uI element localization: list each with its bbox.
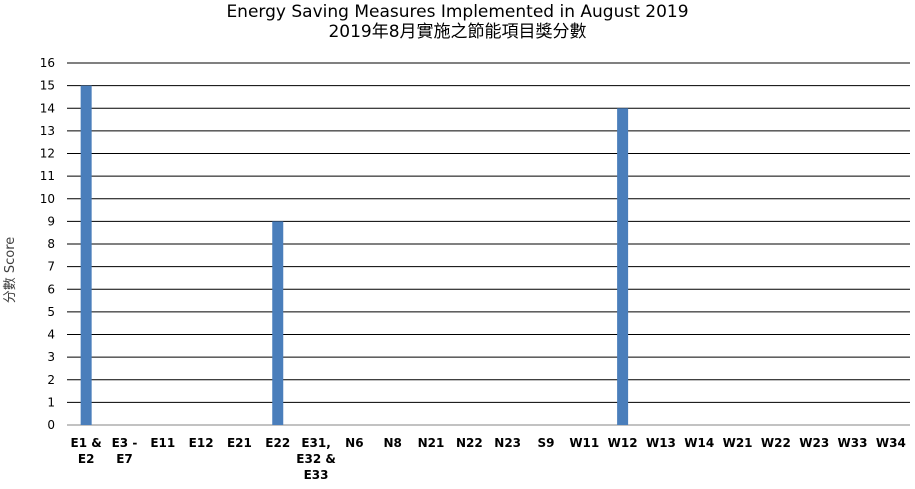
y-tick-label: 8 [47,237,55,251]
x-tick-label: W23 [799,436,829,450]
x-tick-label: N21 [418,436,445,450]
x-tick-label: N22 [456,436,483,450]
x-tick-label: N23 [494,436,521,450]
y-tick-label: 6 [47,282,55,296]
y-tick-label: 9 [47,214,55,228]
y-tick-label: 10 [40,192,55,206]
y-tick-label: 11 [40,169,55,183]
x-tick-label: E3 -E7 [112,436,138,466]
y-tick-label: 15 [40,79,55,93]
x-tick-label: W13 [646,436,676,450]
x-tick-label: E31, E32 & E33 [296,436,336,482]
x-tick-label: E12 [189,436,214,450]
y-tick-label: 5 [47,305,55,319]
y-tick-label: 3 [47,350,55,364]
x-tick-label: E1 & E2 [71,436,102,466]
y-tick-label: 1 [47,395,55,409]
x-tick-label: W21 [723,436,753,450]
gridlines [67,62,910,426]
x-tick-label: E11 [150,436,175,450]
y-tick-label: 4 [47,328,55,342]
x-tick-label: E22 [265,436,290,450]
chart-title: Energy Saving Measures Implemented in Au… [226,2,689,22]
x-tick-label: W12 [608,436,638,450]
bar [617,108,629,425]
x-tick-label: E21 [227,436,252,450]
x-tick-label: W22 [761,436,791,450]
y-tick-label: 16 [40,56,55,70]
x-tick-label: W11 [569,436,599,450]
x-tick-label: W33 [838,436,868,450]
x-tick-label: W34 [876,436,906,450]
chart-subtitle: 2019年8月實施之節能項目獎分數 [328,22,587,42]
x-axis-ticks: E1 & E2 E3 -E7 E11 E12 E21 E22 E31, E32 & E33 N6 N8… [71,436,906,482]
bar [80,85,92,425]
bar [272,221,284,425]
bars [80,85,629,425]
x-tick-label: N6 [345,436,363,450]
y-axis-label: 分數 Score [3,237,18,304]
y-tick-label: 14 [40,101,55,115]
x-tick-label: W14 [684,436,714,450]
chart-title-block: Energy Saving Measures Implemented in Au… [0,2,915,42]
y-tick-label: 12 [40,147,55,161]
x-tick-label: N8 [384,436,402,450]
y-tick-label: 13 [40,124,55,138]
x-tick-label: S9 [537,436,554,450]
y-tick-label: 7 [47,260,55,274]
y-tick-label: 2 [47,373,55,387]
y-tick-label: 0 [47,418,55,432]
